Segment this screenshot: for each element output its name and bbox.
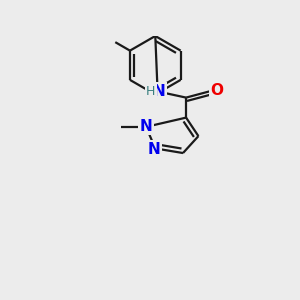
Text: N: N: [147, 142, 160, 157]
Text: O: O: [210, 83, 224, 98]
Text: N: N: [140, 118, 152, 134]
Text: N: N: [147, 142, 160, 157]
Text: H: H: [146, 85, 155, 98]
Text: N: N: [140, 118, 152, 134]
Text: N: N: [153, 84, 166, 99]
Text: H: H: [146, 85, 155, 98]
Text: O: O: [210, 83, 224, 98]
Text: N: N: [153, 84, 166, 99]
